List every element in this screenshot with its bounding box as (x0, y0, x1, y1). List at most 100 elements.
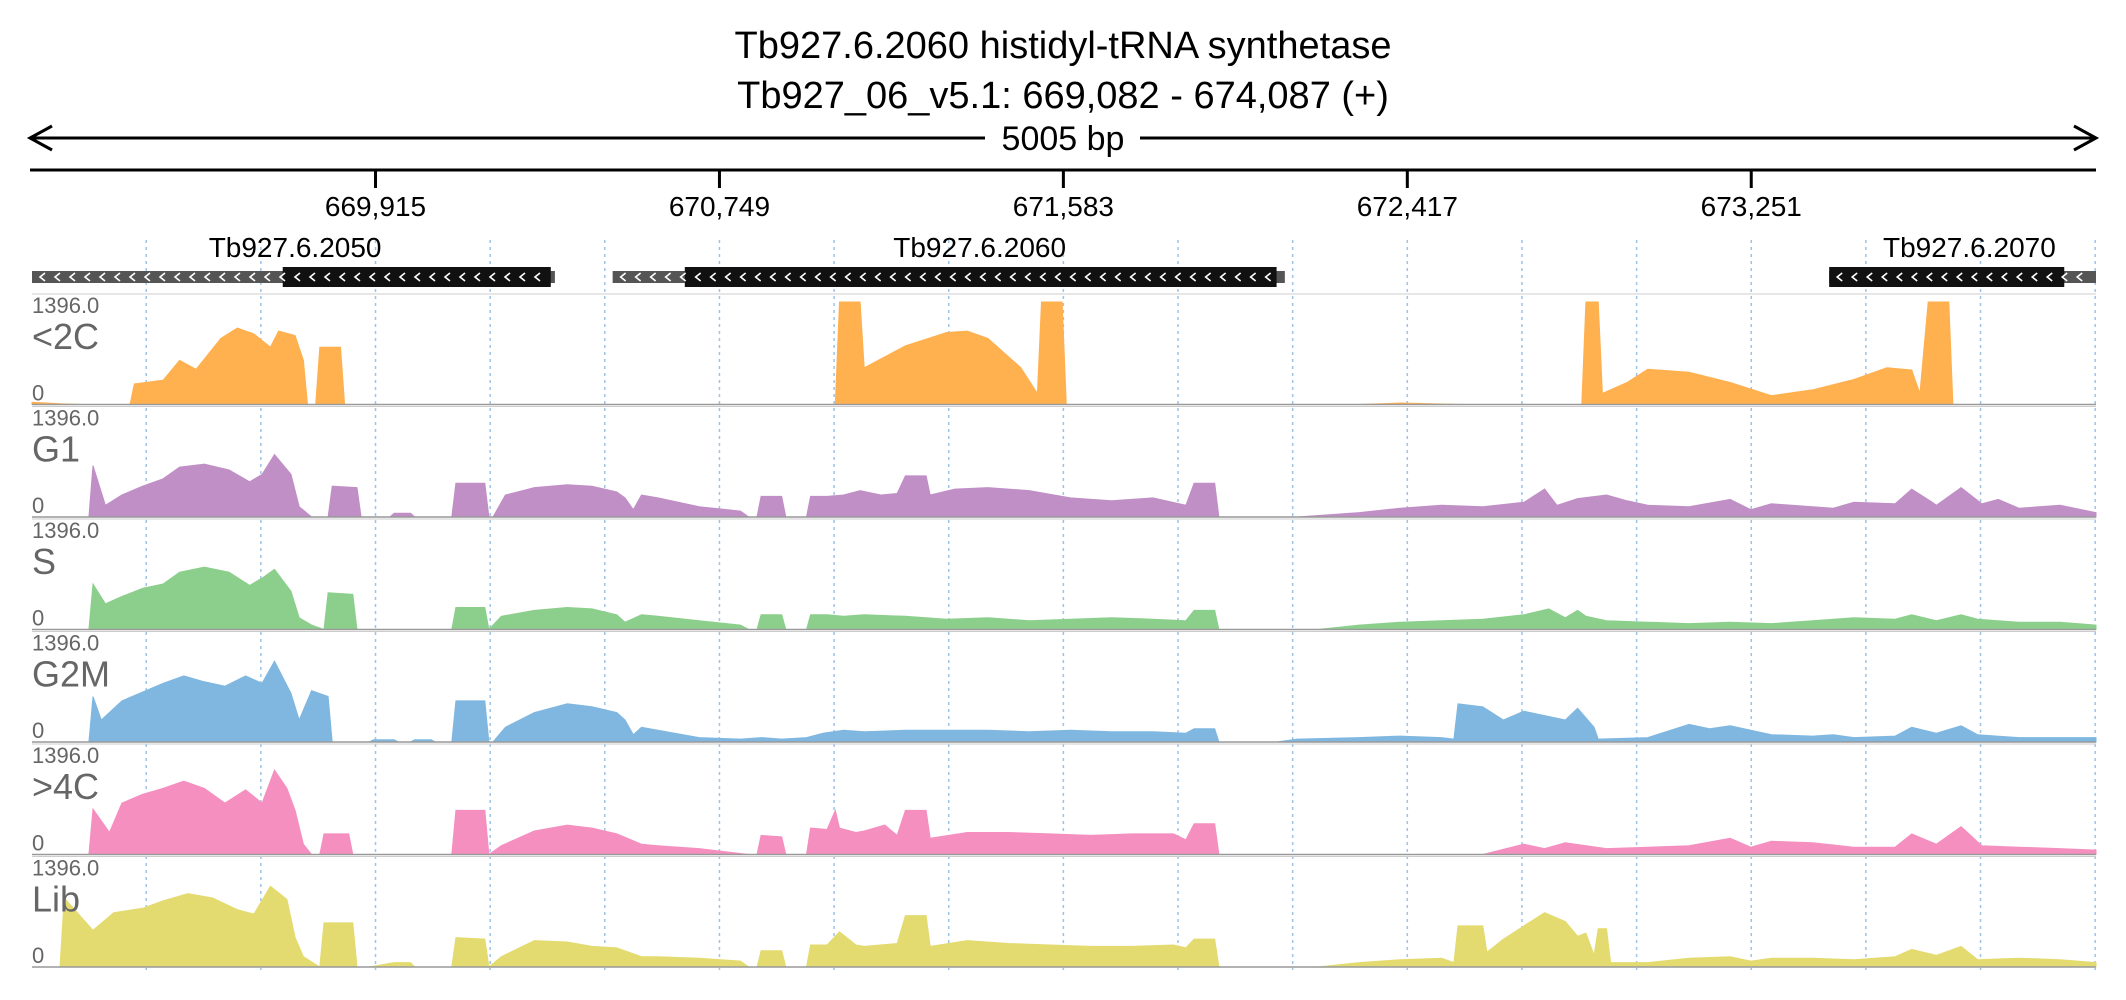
tick-label: 671,583 (1013, 191, 1114, 222)
track-ymin-label: 0 (32, 381, 44, 406)
strand-arrow (2045, 272, 2053, 282)
strand-arrow (1264, 272, 1272, 282)
track-name: >4C (32, 766, 99, 807)
strand-arrow (2060, 272, 2068, 282)
track-ymax-label: 1396.0 (32, 406, 99, 431)
span-arrow (26, 124, 2100, 152)
strand-arrow (53, 272, 61, 282)
gene-label: Tb927.6.2060 (893, 232, 1066, 263)
strand-arrow (694, 272, 702, 282)
strand-arrow (518, 272, 526, 282)
coverage-track: 1396.0 0 <2C (31, 293, 2096, 406)
gene-label: Tb927.6.2050 (209, 232, 382, 263)
strand-arrow (458, 272, 466, 282)
track-ymin-label: 0 (32, 943, 44, 968)
strand-arrow (1955, 272, 1963, 282)
strand-arrow (1024, 272, 1032, 282)
strand-arrow (263, 272, 271, 282)
strand-arrow (1895, 272, 1903, 282)
strand-arrow (2075, 272, 2083, 282)
track-ymax-label: 1396.0 (32, 293, 99, 318)
strand-arrow (1054, 272, 1062, 282)
strand-arrow (844, 272, 852, 282)
strand-arrow (994, 272, 1002, 282)
coverage-tracks: 1396.00<2C1396.00G11396.00S1396.00G2M139… (31, 293, 2097, 968)
strand-arrow (664, 272, 672, 282)
strand-arrow (1039, 272, 1047, 282)
tick-label: 673,251 (1701, 191, 1802, 222)
strand-arrow (1204, 272, 1212, 282)
strand-arrow (1910, 272, 1918, 282)
strand-arrow (38, 272, 46, 282)
strand-arrow (533, 272, 541, 282)
strand-arrow (904, 272, 912, 282)
strand-arrow (709, 272, 717, 282)
track-name: G2M (32, 654, 110, 695)
strand-arrow (1099, 272, 1107, 282)
strand-arrow (128, 272, 136, 282)
strand-arrow (293, 272, 301, 282)
strand-arrow (919, 272, 927, 282)
strand-arrow (814, 272, 822, 282)
strand-arrow (1114, 272, 1122, 282)
strand-arrow (1865, 272, 1873, 282)
strand-arrow (1159, 272, 1167, 282)
strand-arrow (1189, 272, 1197, 282)
strand-arrow (634, 272, 642, 282)
strand-arrow (1970, 272, 1978, 282)
track-name: Lib (32, 879, 80, 920)
gene-model: Tb927.6.2050 (32, 232, 555, 287)
strand-arrow (1835, 272, 1843, 282)
strand-arrow (679, 272, 687, 282)
strand-arrow (1925, 272, 1933, 282)
strand-arrow (1084, 272, 1092, 282)
strand-arrow (188, 272, 196, 282)
track-ymax-label: 1396.0 (32, 856, 99, 881)
strand-arrow (68, 272, 76, 282)
strand-arrow (218, 272, 226, 282)
strand-arrow (398, 272, 406, 282)
strand-arrow (443, 272, 451, 282)
strand-arrow (338, 272, 346, 282)
strand-arrow (1144, 272, 1152, 282)
strand-arrow (784, 272, 792, 282)
strand-arrow (1940, 272, 1948, 282)
strand-arrow (649, 272, 657, 282)
strand-arrow (1129, 272, 1137, 282)
coverage-area (32, 885, 2097, 968)
coverage-area (32, 453, 2097, 518)
strand-arrow (799, 272, 807, 282)
strand-arrow (874, 272, 882, 282)
strand-arrow (83, 272, 91, 282)
strand-arrow (323, 272, 331, 282)
strand-arrow (1880, 272, 1888, 282)
strand-arrow (1850, 272, 1858, 282)
coverage-area (32, 769, 2097, 856)
strand-arrow (1069, 272, 1077, 282)
strand-arrow (934, 272, 942, 282)
gene-cds (282, 267, 551, 287)
strand-arrow (308, 272, 316, 282)
strand-arrow (724, 272, 732, 282)
strand-arrow (979, 272, 987, 282)
track-ymax-label: 1396.0 (32, 631, 99, 656)
strand-arrow (488, 272, 496, 282)
tick-label: 670,749 (669, 191, 770, 222)
track-name: S (32, 541, 56, 582)
strand-arrow (353, 272, 361, 282)
gene-model: Tb927.6.2070 (1829, 232, 2096, 287)
axis-ticks: 669,915 670,749 671,583 672,417 673,251 (325, 170, 1802, 222)
strand-arrow (2015, 272, 2023, 282)
coverage-track: 1396.0 0 S (32, 518, 2097, 631)
track-ymax-label: 1396.0 (32, 518, 99, 543)
strand-arrow (2030, 272, 2038, 282)
track-ymax-label: 1396.0 (32, 743, 99, 768)
strand-arrow (1234, 272, 1242, 282)
strand-arrow (203, 272, 211, 282)
strand-arrow (368, 272, 376, 282)
track-name: G1 (32, 429, 80, 470)
strand-arrow (158, 272, 166, 282)
strand-arrow (473, 272, 481, 282)
strand-arrow (248, 272, 256, 282)
